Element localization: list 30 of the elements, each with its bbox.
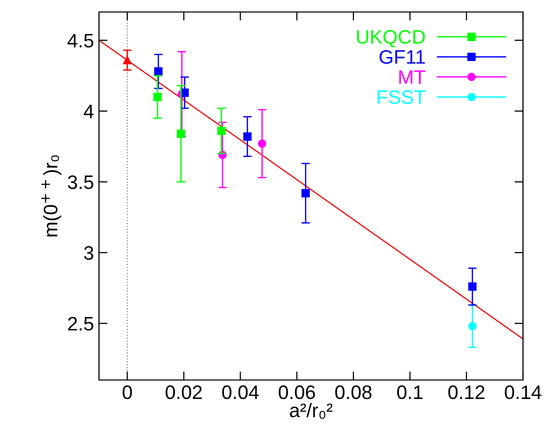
point bbox=[468, 282, 477, 291]
x-tick-label: 0.14 bbox=[504, 385, 542, 400]
point bbox=[243, 132, 252, 141]
x-tick-label: 0.02 bbox=[166, 385, 202, 400]
point bbox=[258, 139, 266, 148]
y-axis-title: m(0$^{++}$)r₀ bbox=[41, 155, 62, 236]
x-tick-label: 0.06 bbox=[278, 385, 315, 400]
legend-label: FSST bbox=[378, 90, 426, 104]
x-tick-label: 0.08 bbox=[335, 385, 372, 400]
legend-label: MT bbox=[399, 70, 426, 84]
y-tick-label: 3 bbox=[84, 246, 94, 260]
x-tick-label: 0.12 bbox=[448, 385, 484, 400]
x-axis-title: a²/r₀² bbox=[290, 402, 332, 419]
y-tick-label: 3.5 bbox=[68, 175, 94, 190]
point bbox=[176, 130, 186, 138]
point bbox=[123, 56, 132, 64]
point bbox=[153, 92, 162, 102]
point bbox=[301, 189, 310, 198]
y-tick-label: 4 bbox=[84, 104, 94, 118]
x-tick-label: 0.04 bbox=[222, 385, 259, 400]
x-tick-label: 0.1 bbox=[397, 385, 422, 400]
x-tick-label: 0 bbox=[122, 385, 132, 400]
point bbox=[217, 126, 226, 136]
point bbox=[180, 88, 189, 97]
y-tick-label: 4.5 bbox=[68, 34, 94, 48]
legend-label: GF11 bbox=[380, 50, 425, 64]
point bbox=[468, 322, 477, 330]
point bbox=[154, 67, 163, 76]
legend-label: UKQCD bbox=[357, 30, 425, 48]
y-tick-label: 2.5 bbox=[68, 316, 94, 331]
